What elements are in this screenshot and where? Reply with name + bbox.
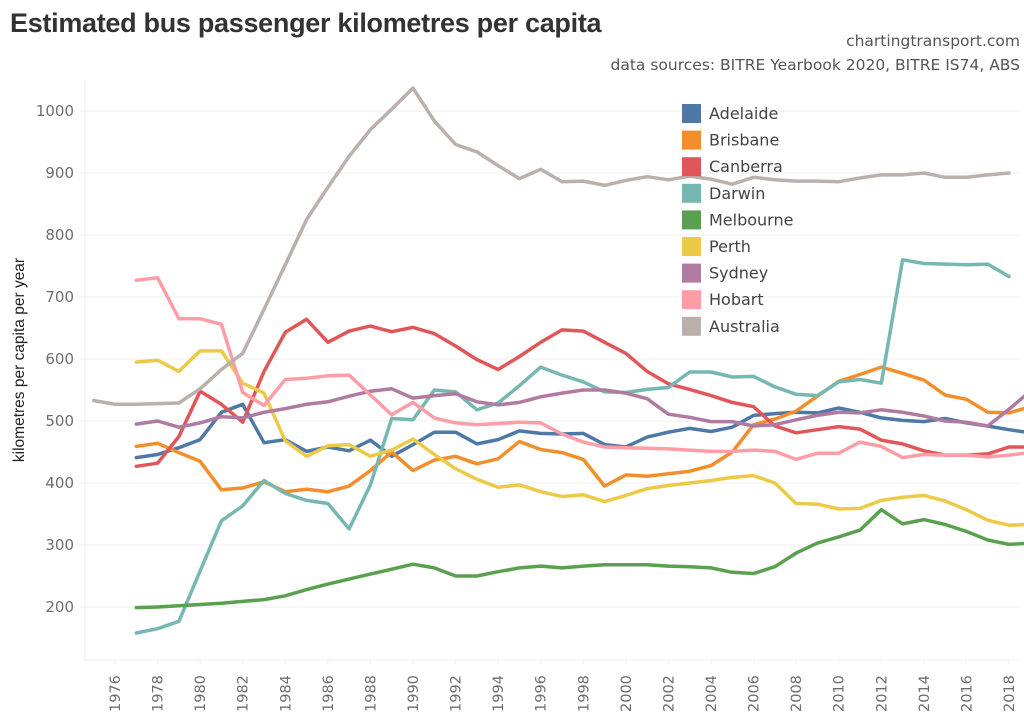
series-line-perth: [134, 349, 1024, 527]
legend-swatch-melbourne: [682, 210, 701, 230]
x-tick-label: 2006: [747, 675, 763, 712]
series-line-darwin: [134, 258, 1011, 635]
series-lines: [91, 86, 1024, 635]
series-line-australia: [91, 86, 1011, 407]
x-tick-label: 1994: [491, 675, 507, 712]
x-tick-label: 2004: [704, 675, 720, 712]
y-tick-label: 800: [45, 226, 74, 244]
legend-label-australia: Australia: [709, 317, 780, 336]
data-sources-text: data sources: BITRE Yearbook 2020, BITRE…: [610, 56, 1020, 74]
y-axis: 200 300 400 500 600 700 800 900 1000: [36, 80, 86, 660]
legend-label-darwin: Darwin: [709, 184, 765, 203]
series-line-hobart: [134, 276, 1024, 462]
legend-swatch-canberra: [682, 157, 701, 177]
y-tick-label: 700: [45, 288, 74, 306]
x-tick-label: 2000: [619, 675, 635, 712]
series-line-canberra: [134, 317, 1024, 469]
legend-label-perth: Perth: [709, 237, 751, 256]
series-line-melbourne: [134, 507, 1024, 610]
legend-label-canberra: Canberra: [709, 157, 783, 176]
legend-swatch-australia: [682, 316, 701, 336]
x-tick-label: 1996: [534, 675, 550, 712]
x-tick-label: 1986: [321, 675, 337, 712]
legend-label-brisbane: Brisbane: [709, 131, 779, 150]
y-tick-label: 200: [45, 598, 74, 616]
y-tick-label: 500: [45, 412, 74, 430]
legend-label-hobart: Hobart: [709, 290, 764, 309]
x-tick-label: 1976: [108, 675, 124, 712]
legend-swatch-darwin: [682, 183, 701, 203]
x-tick-label: 1980: [193, 675, 209, 712]
x-tick-label: 2018: [1002, 675, 1018, 712]
legend-label-melbourne: Melbourne: [709, 210, 793, 229]
x-tick-label: 1990: [406, 675, 422, 712]
series-line-brisbane: [134, 365, 1024, 494]
legend-swatch-perth: [682, 237, 701, 256]
legend-swatch-brisbane: [682, 130, 701, 150]
legend-swatch-sydney: [682, 263, 701, 283]
legend-label-adelaide: Adelaide: [709, 104, 778, 123]
y-tick-label: 400: [45, 474, 74, 492]
series-line-sydney: [134, 387, 1024, 429]
x-tick-label: 1982: [236, 675, 252, 712]
x-tick-label: 1984: [278, 675, 294, 712]
legend-label-sydney: Sydney: [709, 264, 768, 283]
legend-swatch-hobart: [682, 290, 701, 310]
gridlines: [85, 110, 1020, 608]
y-tick-label: 900: [45, 164, 74, 182]
x-tick-label: 1988: [363, 675, 379, 712]
x-tick-label: 2008: [789, 675, 805, 712]
x-tick-label: 1992: [449, 675, 465, 712]
y-tick-label: 600: [45, 350, 74, 368]
y-axis-label: kilometres per capita per year: [11, 258, 28, 462]
x-tick-label: 2016: [959, 675, 975, 712]
chart-title: Estimated bus passenger kilometres per c…: [10, 8, 602, 38]
x-axis: 1976 1978 1980 1982 1984 1986 1988 1990 1992 1994…: [85, 659, 1020, 712]
x-tick-label: 2014: [917, 675, 933, 712]
x-tick-label: 1998: [576, 675, 592, 712]
legend-swatch-adelaide: [682, 104, 701, 123]
x-tick-label: 2012: [874, 675, 890, 712]
y-tick-label: 300: [45, 536, 74, 554]
x-tick-label: 2010: [832, 675, 848, 712]
legend: Adelaide Brisbane Canberra Darwin Melbourne P…: [682, 104, 793, 336]
y-tick-label: 1000: [36, 102, 74, 120]
credit-text: chartingtransport.com: [846, 32, 1020, 50]
x-tick-label: 2002: [661, 675, 677, 712]
x-tick-label: 1978: [151, 675, 167, 712]
